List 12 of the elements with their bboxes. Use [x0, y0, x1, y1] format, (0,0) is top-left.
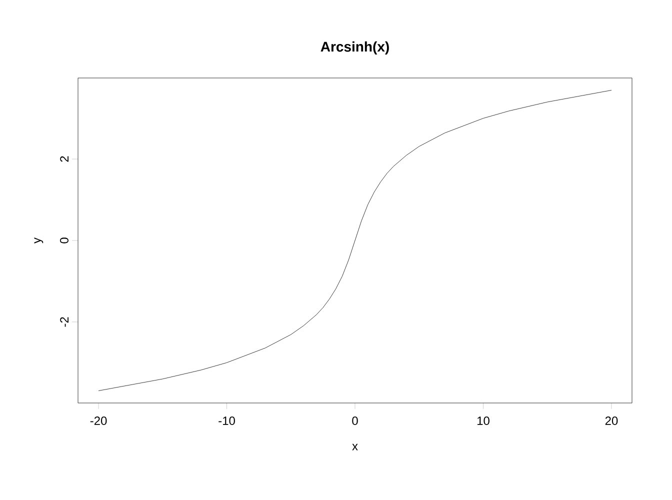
y-axis-title: y — [34, 238, 44, 244]
x-axis-title: x — [352, 444, 358, 450]
x-tick-label: 0 — [352, 416, 358, 426]
chart-title: Arcsinh(x) — [320, 41, 389, 54]
x-tick-label: 10 — [477, 416, 490, 426]
x-tick-label: -10 — [218, 416, 235, 426]
line-series — [98, 90, 612, 391]
y-tick-label: 2 — [60, 156, 68, 162]
y-tick-label: 0 — [60, 238, 68, 244]
x-tick-label: 20 — [605, 416, 618, 426]
y-tick-label: -2 — [60, 317, 68, 327]
x-tick-label: -20 — [90, 416, 107, 426]
